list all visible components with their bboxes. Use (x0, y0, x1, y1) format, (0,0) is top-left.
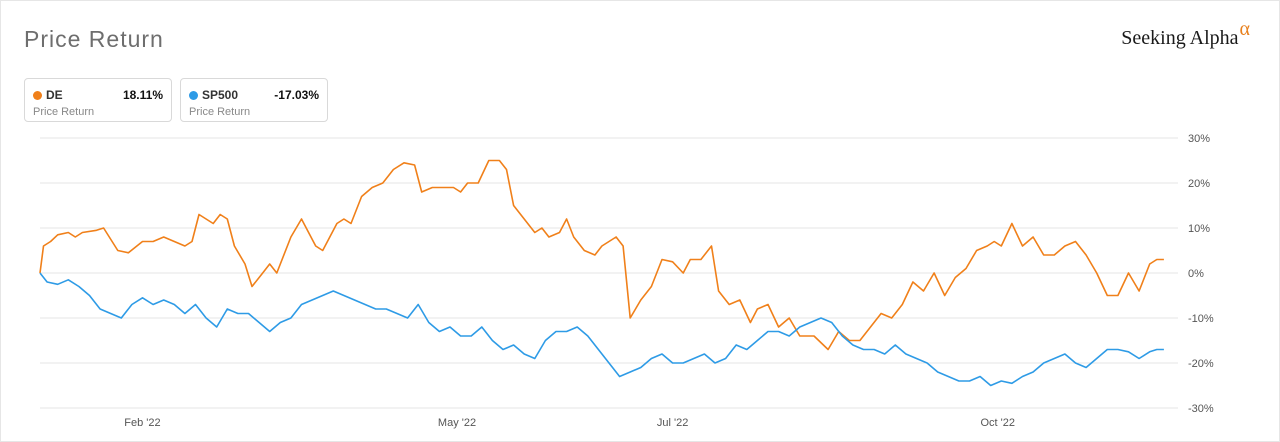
x-tick-label: May '22 (438, 417, 476, 429)
y-tick-label: -10% (1188, 313, 1214, 325)
brand-alpha-icon: α (1239, 18, 1250, 40)
legend-sublabel: Price Return (189, 106, 251, 118)
brand-logo: Seeking Alpha α (1121, 18, 1250, 50)
y-tick-label: 20% (1188, 178, 1210, 190)
x-tick-label: Jul '22 (657, 417, 688, 429)
legend-value: -17.03% (274, 88, 319, 102)
y-axis: 30% 20% 10% 0% -10% -20% -30% (1188, 133, 1214, 415)
chart-title: Price Return (24, 26, 164, 52)
series-lines (39, 159, 1164, 387)
series-line-de (39, 159, 1164, 351)
y-tick-label: 10% (1188, 223, 1210, 235)
x-axis: Feb '22 May '22 Jul '22 Oct '22 (124, 417, 1015, 429)
x-tick-label: Oct '22 (980, 417, 1015, 429)
grid-lines (40, 137, 1178, 409)
legend-ticker: SP500 (202, 88, 239, 102)
series-dot-icon (189, 90, 198, 100)
y-tick-label: -20% (1188, 358, 1214, 370)
y-tick-label: 0% (1188, 268, 1204, 280)
brand-name: Seeking Alpha (1121, 27, 1239, 49)
y-tick-label: 30% (1188, 133, 1210, 145)
legend-value: 18.11% (122, 88, 163, 102)
y-tick-label: -30% (1188, 403, 1214, 415)
legend-sublabel: Price Return (33, 106, 95, 118)
legend-item-sp500[interactable]: SP500 -17.03% Price Return (180, 78, 328, 122)
x-tick-label: Feb '22 (124, 417, 160, 429)
legend-item-de[interactable]: DE 18.11% Price Return (24, 78, 172, 122)
series-dot-icon (33, 90, 42, 100)
legend-ticker: DE (46, 88, 63, 102)
series-line-sp500 (39, 272, 1164, 387)
